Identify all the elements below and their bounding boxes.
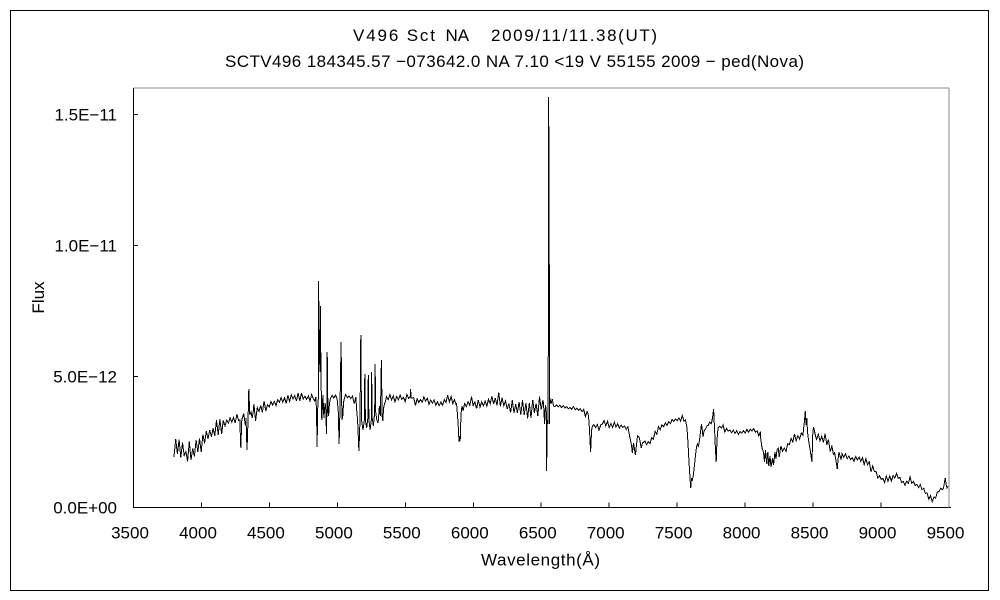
svg-text:NA: NA <box>446 26 470 45</box>
svg-text:V496 Sct: V496 Sct <box>353 26 435 45</box>
svg-text:5000: 5000 <box>315 524 353 543</box>
svg-text:6000: 6000 <box>451 524 489 543</box>
svg-text:3500: 3500 <box>111 524 149 543</box>
svg-text:7500: 7500 <box>655 524 693 543</box>
svg-text:9500: 9500 <box>927 524 965 543</box>
svg-text:1.0E−11: 1.0E−11 <box>54 237 117 256</box>
svg-text:Flux: Flux <box>29 281 48 314</box>
svg-text:Wavelength(Å): Wavelength(Å) <box>481 551 600 570</box>
svg-text:8500: 8500 <box>791 524 829 543</box>
svg-text:1.5E−11: 1.5E−11 <box>54 106 117 125</box>
svg-text:4500: 4500 <box>247 524 285 543</box>
svg-text:8000: 8000 <box>723 524 761 543</box>
svg-text:9000: 9000 <box>859 524 897 543</box>
svg-text:4000: 4000 <box>179 524 217 543</box>
svg-text:7000: 7000 <box>587 524 625 543</box>
svg-text:2009/11/11.38(UT): 2009/11/11.38(UT) <box>491 26 657 45</box>
svg-text:0.0E+00: 0.0E+00 <box>53 499 117 518</box>
svg-text:5.0E−12: 5.0E−12 <box>53 368 117 387</box>
svg-text:SCTV496 184345.57 −073642.0 NA: SCTV496 184345.57 −073642.0 NA 7.10 <19 … <box>225 52 804 71</box>
svg-text:6500: 6500 <box>519 524 557 543</box>
svg-text:5500: 5500 <box>383 524 421 543</box>
